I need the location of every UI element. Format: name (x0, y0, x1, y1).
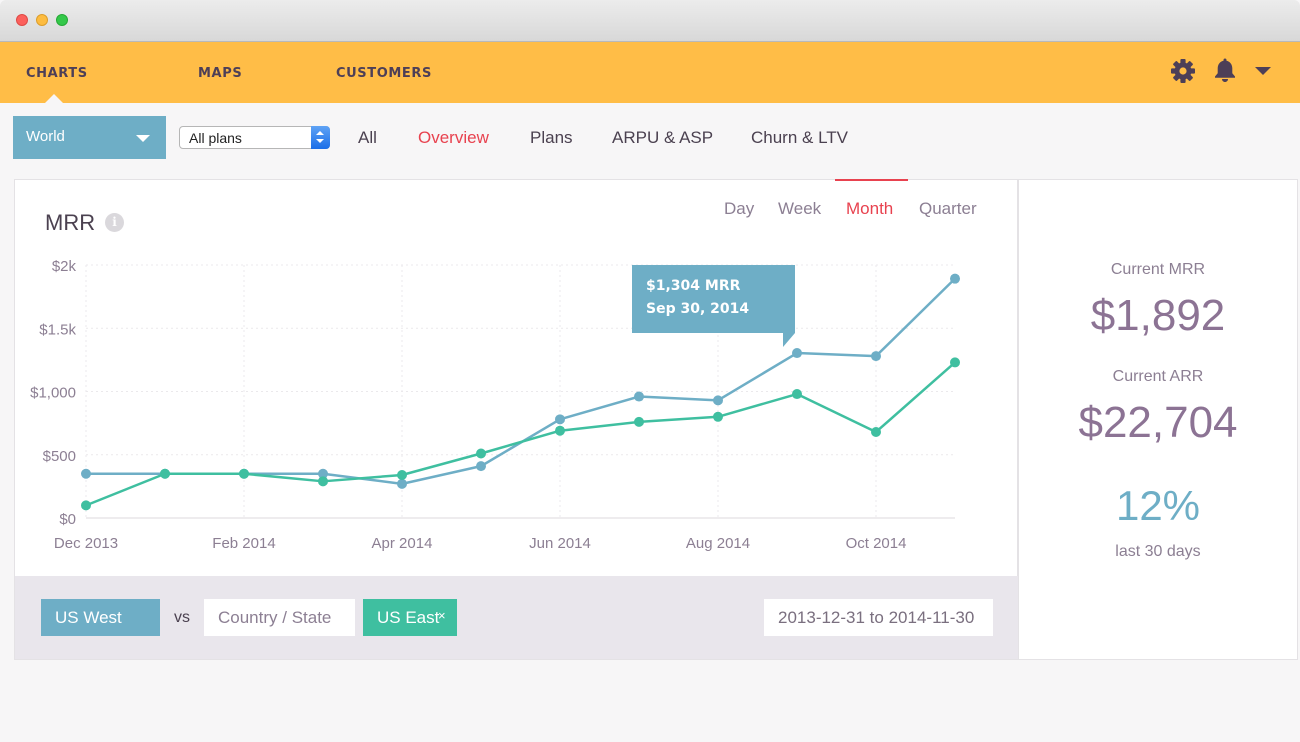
data-point-us-east (634, 416, 644, 427)
data-point-us-west (397, 478, 407, 489)
region-select[interactable]: World (13, 116, 166, 159)
data-point-us-east (397, 469, 407, 480)
data-point-us-east (713, 411, 723, 422)
tooltip-value: $1,304 MRR (646, 278, 741, 294)
nav-maps[interactable]: MAPS (198, 66, 243, 81)
tab-all[interactable]: All (358, 128, 377, 147)
region-select-value: World (26, 128, 65, 145)
country-state-placeholder: Country / State (218, 608, 332, 627)
growth-label: last 30 days (1115, 543, 1201, 560)
chevron-down-icon (136, 135, 150, 142)
bell-icon[interactable] (1213, 57, 1237, 83)
growth-percent: 12% (1115, 482, 1201, 529)
data-point-us-west (476, 461, 486, 472)
tooltip-pointer (783, 333, 795, 347)
date-range-value: 2013-12-31 to 2014-11-30 (778, 608, 975, 627)
title-bar (0, 0, 1300, 42)
data-point-us-east (950, 357, 960, 368)
tab-plans[interactable]: Plans (530, 128, 573, 147)
tooltip-date: Sep 30, 2014 (646, 301, 750, 317)
period-day[interactable]: Day (724, 199, 755, 218)
segment-us-east[interactable]: US East × (363, 599, 457, 636)
plans-select-value: All plans (189, 130, 242, 146)
x-tick-label: Dec 2013 (54, 535, 118, 552)
gear-icon[interactable] (1170, 58, 1196, 84)
tab-churn-ltv[interactable]: Churn & LTV (751, 128, 849, 147)
chart-panel (14, 179, 1018, 576)
current-arr-label: Current ARR (1112, 368, 1204, 385)
plans-select[interactable]: All plans (179, 126, 330, 149)
data-point-us-east (81, 500, 91, 511)
data-point-us-east (792, 389, 802, 400)
data-point-us-east (555, 425, 565, 436)
y-tick-label: $500 (43, 448, 76, 465)
active-nav-indicator (45, 94, 63, 103)
segment-us-west[interactable]: US West (41, 599, 160, 636)
y-tick-label: $1,000 (30, 385, 76, 402)
y-tick-label: $1.5k (39, 321, 76, 338)
maximize-window-button[interactable] (56, 14, 68, 26)
x-tick-label: Feb 2014 (212, 535, 275, 552)
current-mrr-value: $1,892 (1090, 291, 1226, 340)
data-point-us-east (318, 476, 328, 487)
y-tick-label: $2k (52, 258, 77, 275)
caret-down-icon[interactable] (1255, 67, 1271, 77)
vs-label: vs (174, 609, 190, 626)
period-month[interactable]: Month (846, 199, 894, 218)
segment-us-east-label: US East (377, 608, 440, 627)
data-point-us-west (81, 468, 91, 479)
data-point-us-east (871, 426, 881, 437)
current-arr-value: $22,704 (1078, 398, 1238, 447)
y-tick-label: $0 (59, 511, 76, 528)
select-stepper-icon (311, 126, 330, 149)
period-quarter[interactable]: Quarter (919, 199, 977, 218)
data-point-us-west (713, 395, 723, 406)
data-point-us-east (160, 468, 170, 479)
x-tick-label: Apr 2014 (372, 535, 433, 552)
data-point-us-west (871, 351, 881, 362)
x-tick-label: Oct 2014 (846, 535, 907, 552)
series-line-us-east (85, 361, 956, 507)
date-range-input[interactable]: 2013-12-31 to 2014-11-30 (764, 599, 993, 636)
remove-segment-icon[interactable]: × (438, 608, 446, 623)
x-tick-label: Aug 2014 (686, 535, 750, 552)
tab-arpu-asp[interactable]: ARPU & ASP (612, 128, 714, 147)
data-point-us-west (950, 273, 960, 284)
data-point-us-west (318, 468, 328, 479)
segment-us-west-label: US West (55, 608, 122, 627)
period-week[interactable]: Week (778, 199, 822, 218)
close-window-button[interactable] (16, 14, 28, 26)
top-nav: CHARTS MAPS CUSTOMERS (0, 42, 1300, 103)
info-icon[interactable]: i (105, 213, 124, 232)
series-line-us-west (86, 277, 956, 486)
chart-title: MRR (45, 210, 96, 235)
country-state-input[interactable]: Country / State (204, 599, 355, 636)
chart-tooltip: $1,304 MRR Sep 30, 2014 (632, 265, 795, 347)
minimize-window-button[interactable] (36, 14, 48, 26)
data-point-us-west (555, 414, 565, 425)
data-point-us-west (792, 348, 802, 359)
data-point-us-west (634, 391, 644, 402)
tab-overview[interactable]: Overview (418, 128, 489, 147)
nav-charts[interactable]: CHARTS (26, 66, 88, 81)
data-point-us-east (476, 448, 486, 459)
x-tick-label: Jun 2014 (529, 535, 591, 552)
active-period-indicator (835, 179, 908, 181)
stats-panel (1018, 179, 1298, 660)
data-point-us-east (239, 468, 249, 479)
current-mrr-label: Current MRR (1110, 261, 1206, 278)
nav-customers[interactable]: CUSTOMERS (336, 66, 432, 81)
